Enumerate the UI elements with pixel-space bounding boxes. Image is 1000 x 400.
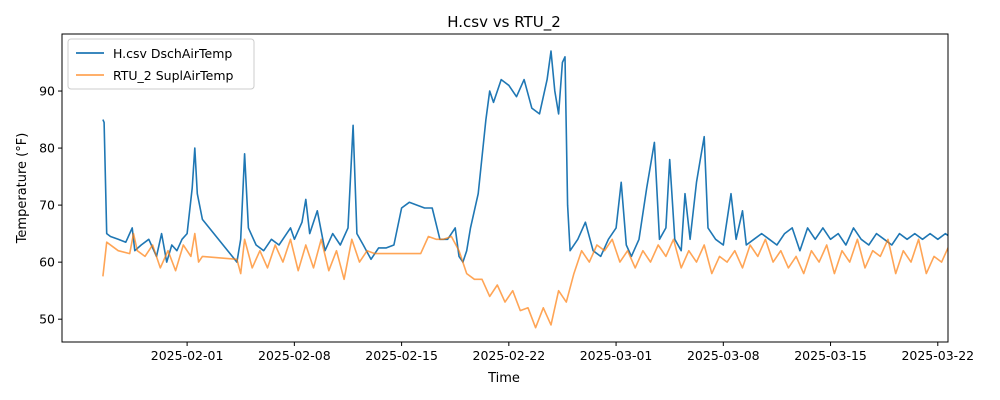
legend-label-supl: RTU_2 SuplAirTemp xyxy=(113,68,234,83)
plot-frame xyxy=(61,33,949,343)
legend: H.csv DschAirTemp RTU_2 SuplAirTemp xyxy=(67,38,255,90)
y-tick-label: 50 xyxy=(39,312,55,327)
x-tick-label: 2025-02-15 xyxy=(365,348,438,363)
chart-title: H.csv vs RTU_2 xyxy=(447,13,560,32)
x-tick-label: 2025-02-22 xyxy=(473,348,546,363)
legend-label-dsch: H.csv DschAirTemp xyxy=(113,46,232,61)
series-layer xyxy=(102,50,948,329)
x-axis-title: Time xyxy=(487,371,520,386)
x-tick-label: 2025-02-01 xyxy=(151,348,224,363)
x-tick-label: 2025-03-01 xyxy=(580,348,653,363)
y-tick-label: 80 xyxy=(39,141,55,156)
x-tick-label: 2025-03-15 xyxy=(794,348,867,363)
x-tick-label: 2025-03-22 xyxy=(901,348,974,363)
y-tick-label: 70 xyxy=(39,198,55,213)
plot-area xyxy=(61,33,949,343)
y-tick-label: 60 xyxy=(39,255,55,270)
x-tick-label: 2025-02-08 xyxy=(258,348,331,363)
y-axis: 50 60 70 80 90 xyxy=(39,84,62,327)
legend-box xyxy=(67,38,255,90)
y-axis-title: Temperature (°F) xyxy=(15,133,30,245)
series-line-dsch-air-temp xyxy=(102,50,948,263)
x-axis: 2025-02-01 2025-02-08 2025-02-15 2025-02-22… xyxy=(151,342,974,363)
x-tick-label: 2025-03-08 xyxy=(687,348,760,363)
y-tick-label: 90 xyxy=(39,84,55,99)
series-line-supl-air-temp xyxy=(102,232,948,329)
